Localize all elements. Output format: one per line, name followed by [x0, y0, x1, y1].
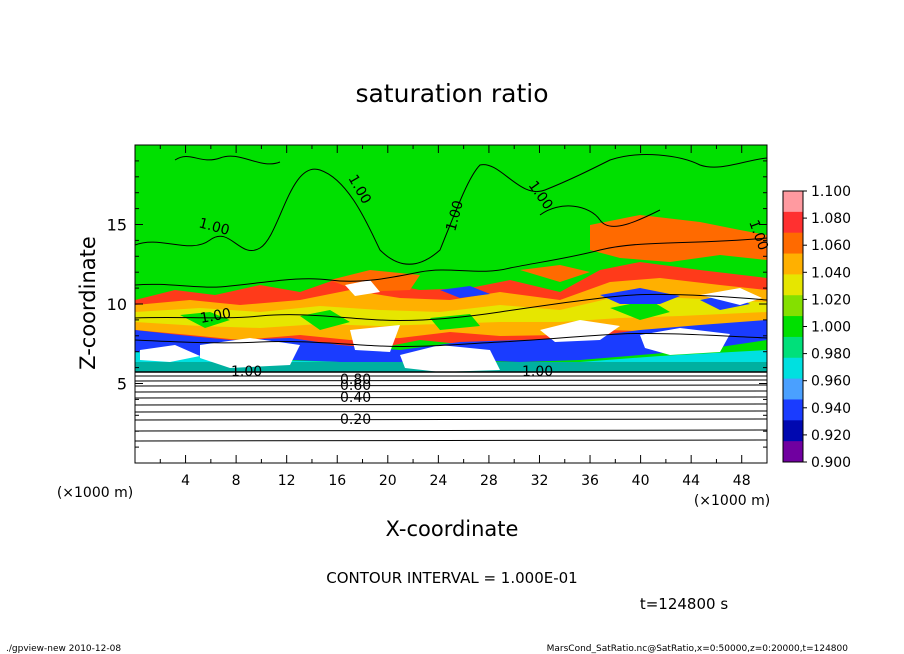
contour-label: 1.00	[197, 215, 231, 239]
x-tick-label: 44	[682, 473, 700, 489]
field-yellow-band	[135, 296, 767, 328]
colorbar-label: 1.000	[811, 320, 851, 336]
x-tick-label: 40	[632, 473, 650, 489]
plot-area: 1.00 1.00 1.00 1.00 1.00 1.00 1.00 1.00 …	[107, 144, 771, 489]
contour-label: 1.00	[231, 364, 262, 380]
colorbar-label: 1.100	[811, 184, 851, 200]
x-axis-unit: (×1000 m)	[694, 493, 770, 509]
colorbar-segment	[783, 357, 803, 380]
x-tick-label: 24	[429, 473, 447, 489]
contour-label: 0.60	[340, 378, 371, 394]
z-tick-label: 5	[117, 375, 127, 394]
x-tick-label: 48	[733, 473, 751, 489]
colorbar-segment	[783, 191, 803, 213]
contour-label: 1.00	[443, 199, 467, 233]
colorbar-segment	[783, 232, 803, 255]
x-tick-label: 12	[278, 473, 296, 489]
colorbar-segment	[783, 378, 803, 400]
colorbar-label: 0.920	[811, 428, 851, 444]
field-white-blobs	[140, 280, 762, 372]
contour-label: 0.80	[340, 372, 371, 388]
x-tick-label: 32	[531, 473, 549, 489]
colorbar-segment	[783, 441, 803, 463]
x-tick-label: 36	[581, 473, 599, 489]
z-tick-label: 15	[107, 216, 127, 235]
colorbar-label: 0.980	[811, 347, 851, 363]
colorbar-segment	[783, 211, 803, 234]
x-tick-label: 16	[328, 473, 346, 489]
x-tick-label: 4	[181, 473, 190, 489]
x-tick-label: 28	[480, 473, 498, 489]
field-blue-patches	[440, 286, 750, 310]
colorbar-label: 0.940	[811, 401, 851, 417]
contour-label: 1.00	[199, 306, 232, 327]
chart-title: saturation ratio	[355, 79, 548, 108]
contour-label: 1.00	[522, 364, 553, 380]
x-tick-label: 20	[379, 473, 397, 489]
footer-left: ./gpview-new 2010-12-08	[6, 644, 121, 654]
colorbar-segment	[783, 274, 803, 296]
z-axis-ticks: 5 10 15	[107, 160, 767, 448]
contour-interval-text: CONTOUR INTERVAL = 1.000E-01	[326, 569, 577, 587]
footer-right: MarsCond_SatRatio.nc@SatRatio,x=0:50000,…	[547, 644, 849, 654]
contour-label: 0.40	[340, 390, 371, 406]
colorbar-segment	[783, 295, 803, 317]
colorbar-segment	[783, 399, 803, 421]
time-text: t=124800 s	[640, 595, 728, 613]
y-axis-label: Z-coordinate	[76, 236, 100, 370]
x-axis-ticks: 4 8 12 16 20 24 28 32 36 40 44 48	[159, 145, 751, 489]
colorbar-label: 0.960	[811, 374, 851, 390]
z-tick-label: 10	[107, 295, 127, 314]
colorbar: 1.100 1.080 1.060 1.040 1.020 1.000 0.980 0.960…	[782, 184, 851, 471]
colorbar-segment	[783, 336, 803, 359]
colorbar-label: 1.020	[811, 292, 851, 308]
contour-lines	[135, 154, 767, 442]
colorbar-label: 1.060	[811, 238, 851, 254]
field-lower-region	[135, 372, 767, 463]
colorbar-label: 1.040	[811, 265, 851, 281]
colorbar-segment	[783, 420, 803, 442]
x-axis-label: X-coordinate	[386, 517, 519, 541]
field-upper-patches	[330, 215, 767, 292]
colorbar-label: 1.080	[811, 211, 851, 227]
x-tick-label: 8	[232, 473, 241, 489]
contour-label: 0.20	[340, 412, 371, 428]
colorbar-label: 0.900	[811, 455, 851, 471]
colorbar-segment	[783, 253, 803, 275]
colorbar-segment	[783, 316, 803, 338]
z-axis-unit: (×1000 m)	[57, 485, 133, 501]
